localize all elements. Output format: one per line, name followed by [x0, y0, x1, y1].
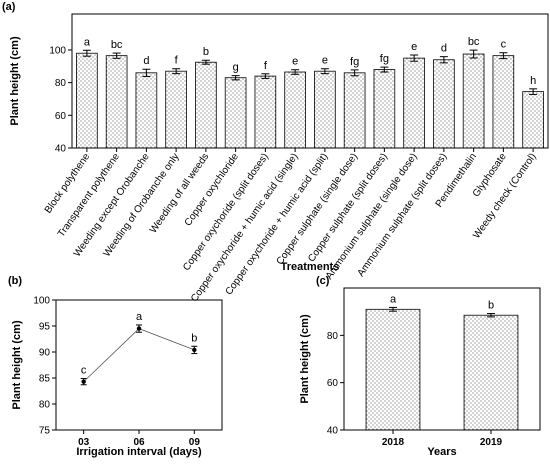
- bar: [403, 57, 425, 149]
- bar: [224, 77, 247, 149]
- significance-letter: b: [203, 46, 209, 58]
- panel-label: (a): [2, 1, 16, 13]
- bar: [343, 72, 366, 149]
- y-tick-label: 80: [327, 331, 339, 342]
- point: [136, 326, 142, 331]
- significance-letter: h: [530, 75, 536, 87]
- y-axis-title: Plant height (cm): [11, 320, 23, 410]
- y-tick-label: 90: [39, 348, 51, 359]
- y-tick-label: 40: [55, 144, 67, 155]
- y-tick-label: 80: [55, 78, 67, 89]
- significance-letter: c: [501, 39, 507, 51]
- significance-letter: f: [264, 60, 268, 72]
- x-tick-label: 06: [133, 437, 145, 448]
- y-tick-label: 75: [39, 426, 51, 437]
- plot-frame: [55, 299, 223, 431]
- y-tick-label: 100: [33, 296, 50, 307]
- point: [192, 347, 197, 353]
- significance-letter: b: [488, 300, 494, 312]
- significance-letter: bc: [111, 39, 123, 51]
- panel-label: (b): [8, 275, 22, 287]
- significance-letter: a: [390, 293, 397, 305]
- y-axis-title: Plant height (cm): [9, 36, 21, 126]
- x-tick-label: 2018: [382, 437, 405, 448]
- bar: [462, 53, 485, 149]
- y-axis-title: Plant height (cm): [299, 314, 311, 404]
- significance-letter: f: [175, 55, 179, 67]
- bar: [365, 308, 421, 431]
- x-tick-label: Copper oxychloride: [183, 151, 242, 228]
- line: [83, 328, 195, 382]
- y-tick-label: 85: [39, 374, 51, 385]
- y-tick-label: 60: [327, 378, 339, 389]
- bar: [254, 75, 277, 149]
- bar: [284, 71, 306, 149]
- y-tick-label: 60: [55, 111, 67, 122]
- significance-letter: e: [292, 56, 298, 68]
- bar: [135, 72, 158, 149]
- x-tick-label: 09: [189, 437, 201, 448]
- bar: [522, 91, 544, 149]
- y-tick-label: 95: [39, 322, 51, 333]
- x-tick-label: 03: [78, 437, 90, 448]
- bar: [76, 52, 98, 149]
- bar: [492, 55, 515, 149]
- y-tick-label: 40: [327, 426, 339, 437]
- x-axis-title: Irrigation interval (days): [76, 446, 202, 458]
- y-tick-label: 80: [39, 400, 51, 411]
- bar: [314, 70, 336, 149]
- bar: [463, 314, 519, 431]
- significance-letter: fg: [380, 53, 389, 65]
- x-axis-title: Treatments: [281, 261, 340, 273]
- significance-letter: e: [411, 41, 417, 53]
- significance-letter: b: [191, 332, 197, 344]
- significance-letter: a: [136, 311, 143, 323]
- bar: [373, 69, 396, 149]
- significance-letter: d: [441, 43, 447, 55]
- bar: [195, 61, 217, 149]
- x-tick-label: 2019: [480, 437, 503, 448]
- bar: [105, 55, 128, 149]
- significance-letter: c: [81, 365, 87, 377]
- significance-letter: e: [322, 55, 328, 67]
- significance-letter: a: [84, 36, 91, 48]
- significance-letter: g: [233, 62, 239, 74]
- plot-frame: [343, 287, 541, 431]
- point: [81, 379, 86, 384]
- bar: [165, 70, 187, 149]
- plot-frame: [71, 13, 549, 149]
- x-axis-title: Years: [427, 446, 456, 458]
- significance-letter: d: [143, 55, 149, 67]
- bar: [433, 59, 455, 149]
- significance-letter: fg: [350, 56, 359, 68]
- y-tick-label: 100: [49, 45, 66, 56]
- panel-label: (c): [316, 275, 330, 287]
- significance-letter: bc: [468, 36, 480, 48]
